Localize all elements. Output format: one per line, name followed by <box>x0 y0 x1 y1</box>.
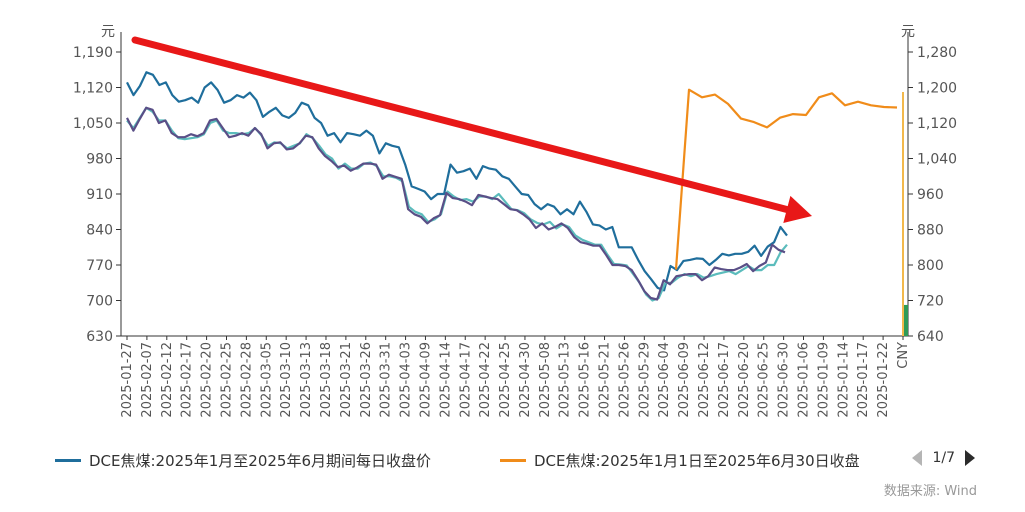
x-tick-label: 2025-03-31 <box>379 342 394 418</box>
legend-item-1[interactable]: DCE焦煤:2025年1月至2025年6月期间每日收盘价 <box>55 450 431 471</box>
right-tick-label: 1,120 <box>917 116 957 132</box>
x-tick-label: 2025-03-13 <box>299 342 314 418</box>
legend-label-1: DCE焦煤:2025年1月至2025年6月期间每日收盘价 <box>89 452 431 470</box>
x-tick-label: 2025-01-06 <box>797 342 812 418</box>
next-page-icon[interactable] <box>965 450 975 466</box>
left-tick-label: 700 <box>86 294 113 310</box>
page-indicator: 1/7 <box>932 450 955 466</box>
x-tick-label: CNY <box>896 342 911 369</box>
chart-canvas: 元 元 630 700 770 840 910 980 1,050 1,120 1,190 640 72… <box>73 24 957 418</box>
x-tick-label: 2025-02-17 <box>180 342 195 418</box>
x-tick-label: 2025-03-18 <box>319 342 334 418</box>
legend-label-2: DCE焦煤:2025年1月1日至2025年6月30日收盘 <box>534 452 860 470</box>
series-line-1 <box>126 71 788 292</box>
x-tick-label: 2025-06-20 <box>737 342 752 418</box>
left-tick-label: 770 <box>86 258 113 274</box>
right-tick-label: 720 <box>917 294 944 310</box>
left-tick-label: 910 <box>86 187 113 203</box>
x-tick-label: 2025-04-14 <box>438 342 453 418</box>
x-tick-label: 2025-02-28 <box>239 342 254 418</box>
left-tick-label: 1,120 <box>73 81 113 97</box>
x-tick-label: 2025-05-13 <box>558 342 573 418</box>
x-tick-label: 2025-06-12 <box>697 342 712 418</box>
legend-item-2[interactable]: DCE焦煤:2025年1月1日至2025年6月30日收盘 <box>500 450 860 471</box>
x-tick-label: 2025-04-09 <box>418 342 433 418</box>
x-tick-label: 2025-01-22 <box>876 342 891 418</box>
right-tick-label: 880 <box>917 223 944 239</box>
right-tick-label: 1,280 <box>917 45 957 61</box>
x-tick-label: 2025-04-22 <box>478 342 493 418</box>
legend-pager: 1/7 <box>912 450 975 466</box>
x-tick-label: 2025-06-09 <box>677 342 692 418</box>
left-tick-label: 1,190 <box>73 45 113 61</box>
x-tick-label: 2025-01-17 <box>856 342 871 418</box>
left-tick-label: 840 <box>86 223 113 239</box>
x-tick-label: 2025-05-29 <box>637 342 652 418</box>
series-line-3 <box>126 106 788 302</box>
series-line-4 <box>126 106 786 301</box>
x-tick-label: 2025-02-20 <box>200 342 215 418</box>
right-tick-label: 960 <box>917 187 944 203</box>
x-tick-label: 2025-06-04 <box>657 342 672 418</box>
right-edge-bar <box>904 304 908 336</box>
x-tick-label: 2025-03-10 <box>279 342 294 418</box>
data-source: 数据来源: Wind <box>883 484 977 499</box>
x-tick-label: 2025-01-27 <box>120 342 135 418</box>
legend-swatch-1 <box>55 459 81 462</box>
left-tick-label: 1,050 <box>73 116 113 132</box>
x-tick-label: 2025-01-14 <box>836 342 851 418</box>
right-tick-label: 1,040 <box>917 152 957 168</box>
x-tick-label: 2025-01-09 <box>816 342 831 418</box>
x-tick-label: 2025-03-05 <box>259 342 274 418</box>
x-tick-label: 2025-05-21 <box>598 342 613 418</box>
left-tick-label: 980 <box>86 152 113 168</box>
x-tick-label: 2025-05-26 <box>617 342 632 418</box>
legend-swatch-2 <box>500 459 526 462</box>
x-tick-label: 2025-04-17 <box>458 342 473 418</box>
x-tick-label: 2025-03-21 <box>339 342 354 418</box>
legend: DCE焦煤:2025年1月至2025年6月期间每日收盘价 DCE焦煤:2025年… <box>0 446 1025 476</box>
right-tick-label: 640 <box>917 329 944 345</box>
x-tick-label: 2025-03-26 <box>359 342 374 418</box>
right-unit-label: 元 <box>901 24 915 40</box>
prev-page-icon[interactable] <box>912 450 923 466</box>
trend-arrow-shaft <box>131 36 791 213</box>
right-tick-label: 800 <box>917 258 944 274</box>
x-tick-label: 2025-04-25 <box>498 342 513 418</box>
x-tick-label: 2025-06-30 <box>777 342 792 418</box>
x-tick-label: 2025-05-16 <box>578 342 593 418</box>
x-tick-label: 2025-06-17 <box>717 342 732 418</box>
x-tick-label: 2025-06-25 <box>757 342 772 418</box>
x-tick-label: 2025-05-08 <box>538 342 553 418</box>
trend-arrow-head <box>783 195 812 223</box>
x-tick-label: 2025-02-12 <box>160 342 175 418</box>
left-tick-label: 630 <box>86 329 113 345</box>
x-tick-label: 2025-04-03 <box>399 342 414 418</box>
x-tick-label: 2025-02-07 <box>140 342 155 418</box>
x-tick-label: 2025-04-30 <box>518 342 533 418</box>
left-unit-label: 元 <box>101 24 115 40</box>
series-line-2 <box>674 88 898 270</box>
x-tick-label: 2025-02-25 <box>219 342 234 418</box>
right-tick-label: 1,200 <box>917 81 957 97</box>
